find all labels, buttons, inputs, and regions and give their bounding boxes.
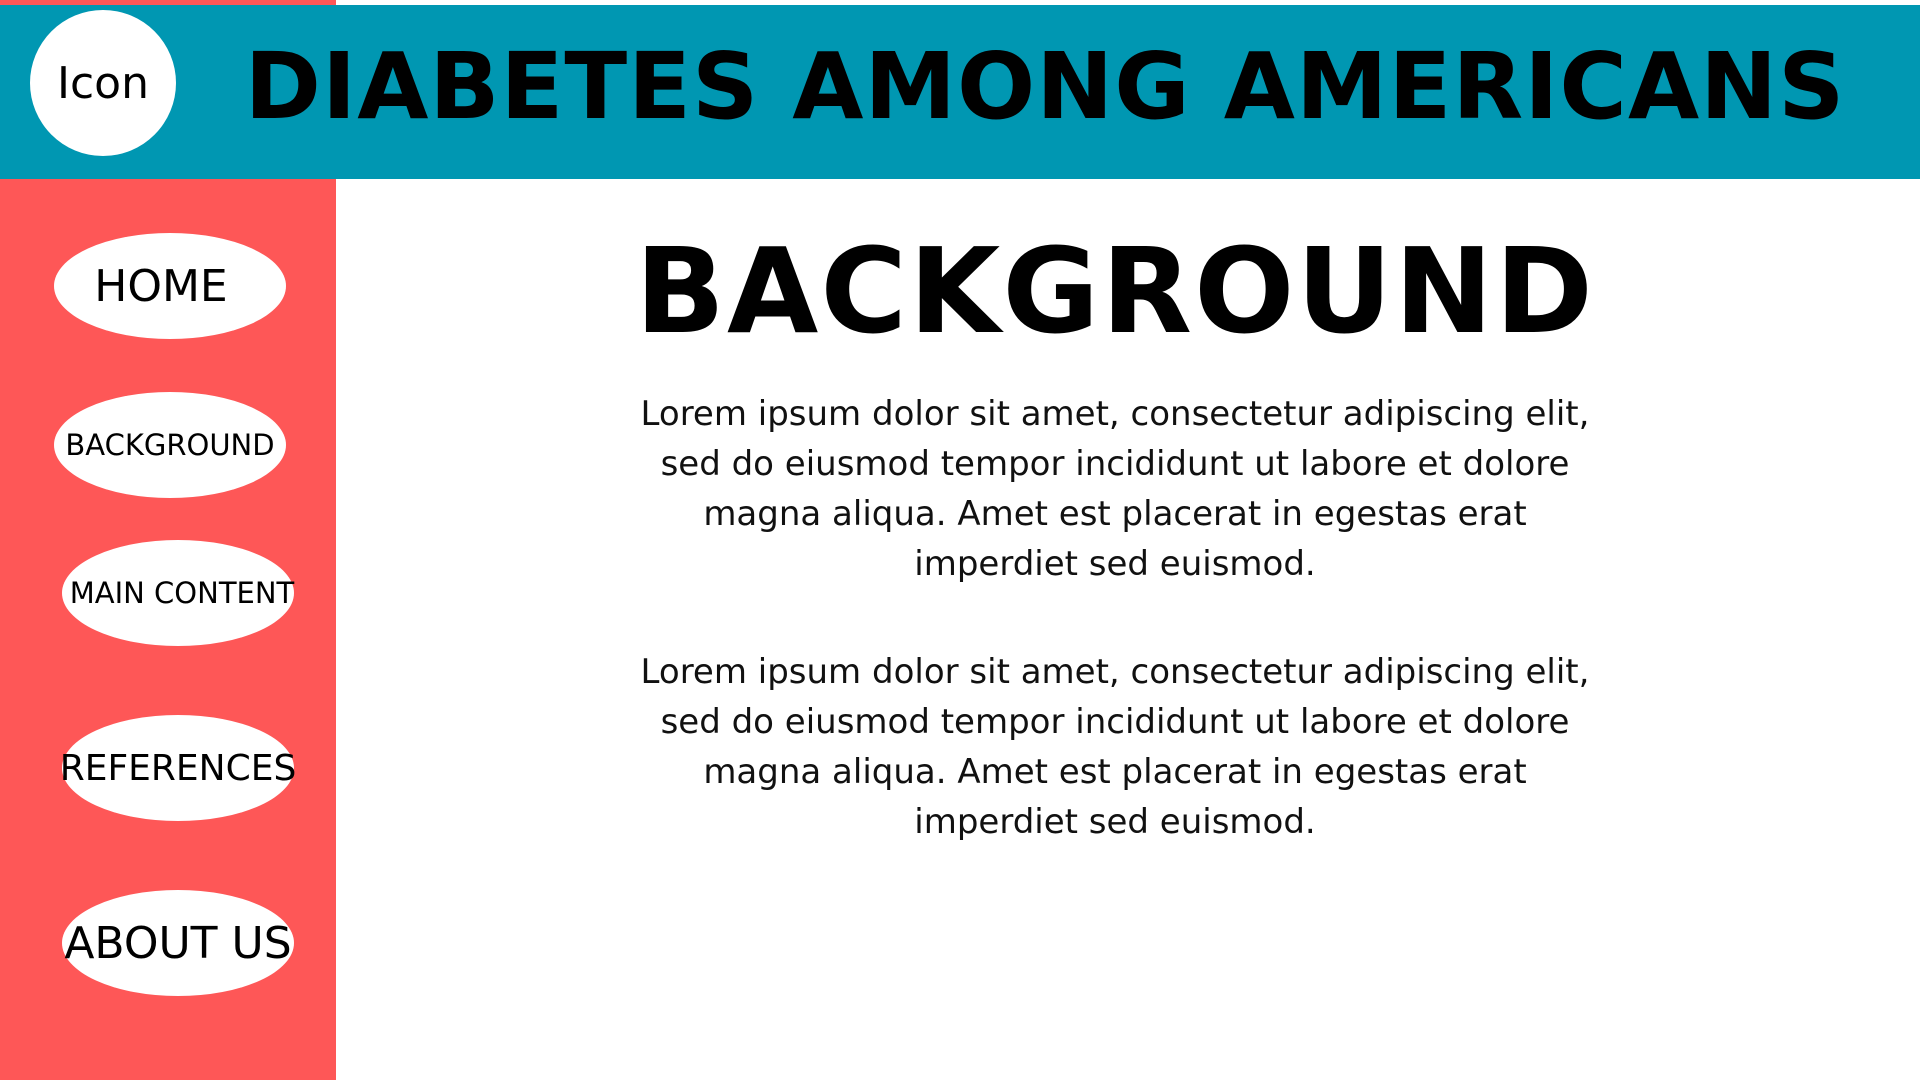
body-paragraph-1: Lorem ipsum dolor sit amet, consectetur … <box>640 394 1590 584</box>
site-title: DIABETES AMONG AMERICANS <box>244 33 1846 140</box>
sidebar-item-main-content[interactable]: MAIN CONTENT <box>62 540 294 646</box>
header-bar: Icon DIABETES AMONG AMERICANS <box>0 5 1920 179</box>
sidebar-item-background[interactable]: BACKGROUND <box>54 392 286 498</box>
sidebar-item-label: REFERENCES <box>59 747 297 789</box>
sidebar-item-references[interactable]: REFERENCES <box>59 715 297 821</box>
sidebar-item-about-us[interactable]: ABOUT US <box>62 890 294 996</box>
sidebar-item-label: BACKGROUND <box>65 428 275 462</box>
sidebar-item-label: ABOUT US <box>64 917 292 969</box>
logo-label: Icon <box>57 57 149 109</box>
page-heading: BACKGROUND <box>635 222 1595 360</box>
sidebar-item-label: MAIN CONTENT <box>69 576 295 610</box>
logo-icon[interactable]: Icon <box>30 10 176 156</box>
sidebar-item-label: HOME <box>94 260 228 312</box>
body-paragraph-2: Lorem ipsum dolor sit amet, consectetur … <box>640 652 1590 842</box>
sidebar-item-home[interactable]: HOME <box>54 233 286 339</box>
